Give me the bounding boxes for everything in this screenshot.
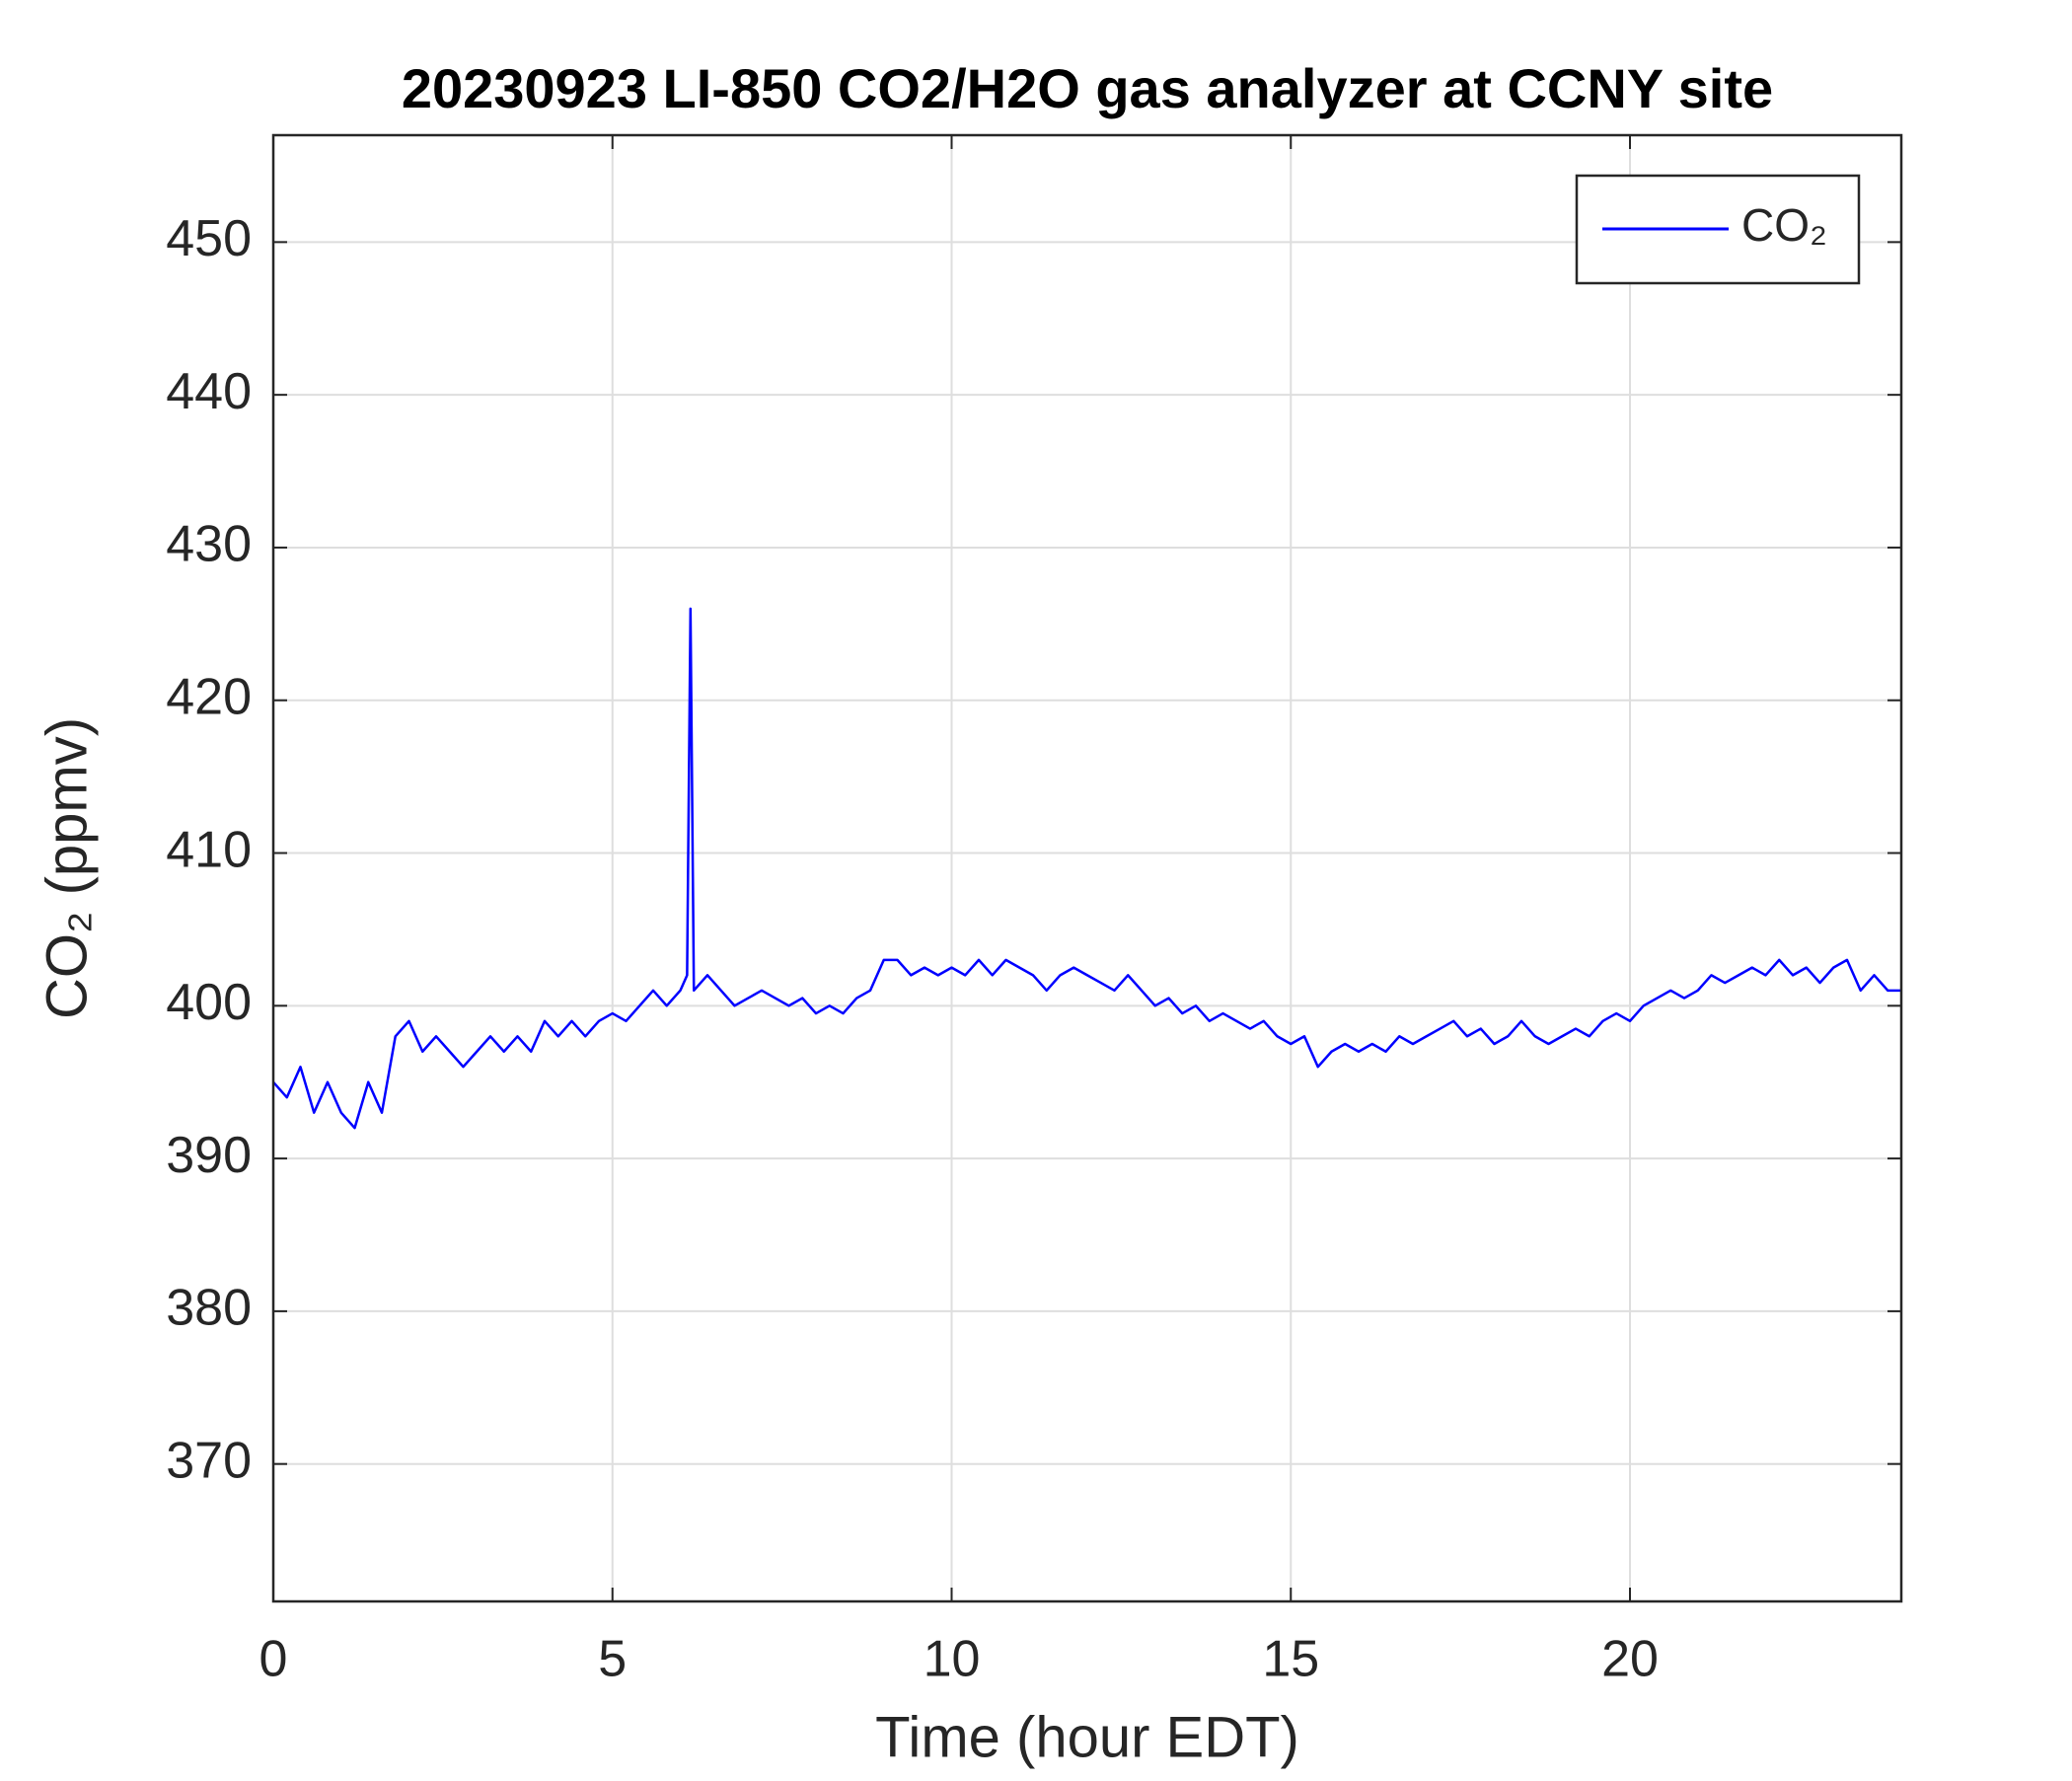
x-tick-label: 20 xyxy=(1601,1631,1659,1688)
data-line xyxy=(272,607,1901,1130)
y-tick-label: 400 xyxy=(166,974,252,1031)
y-tick-label: 430 xyxy=(166,516,252,573)
legend-label: CO₂ xyxy=(1741,199,1827,251)
y-tick-label: 410 xyxy=(166,821,252,878)
y-tick-label: 420 xyxy=(166,668,252,725)
y-axis-label: CO₂ (ppmv) xyxy=(35,717,99,1019)
chart-title: 20230923 LI-850 CO2/H2O gas analyzer at … xyxy=(402,57,1773,119)
y-tick-label: 440 xyxy=(166,363,252,420)
axes-box xyxy=(271,133,1903,1603)
x-tick-label: 15 xyxy=(1262,1631,1319,1688)
y-tick-label: 450 xyxy=(166,210,252,267)
x-tick-label: 10 xyxy=(924,1631,981,1688)
y-tick-label: 370 xyxy=(166,1432,252,1489)
x-tick-label: 0 xyxy=(259,1631,288,1688)
x-axis-label: Time (hour EDT) xyxy=(875,1705,1299,1769)
y-tick-label: 390 xyxy=(166,1127,252,1184)
y-tick-label: 380 xyxy=(166,1280,252,1337)
x-tick-label: 5 xyxy=(598,1631,627,1688)
